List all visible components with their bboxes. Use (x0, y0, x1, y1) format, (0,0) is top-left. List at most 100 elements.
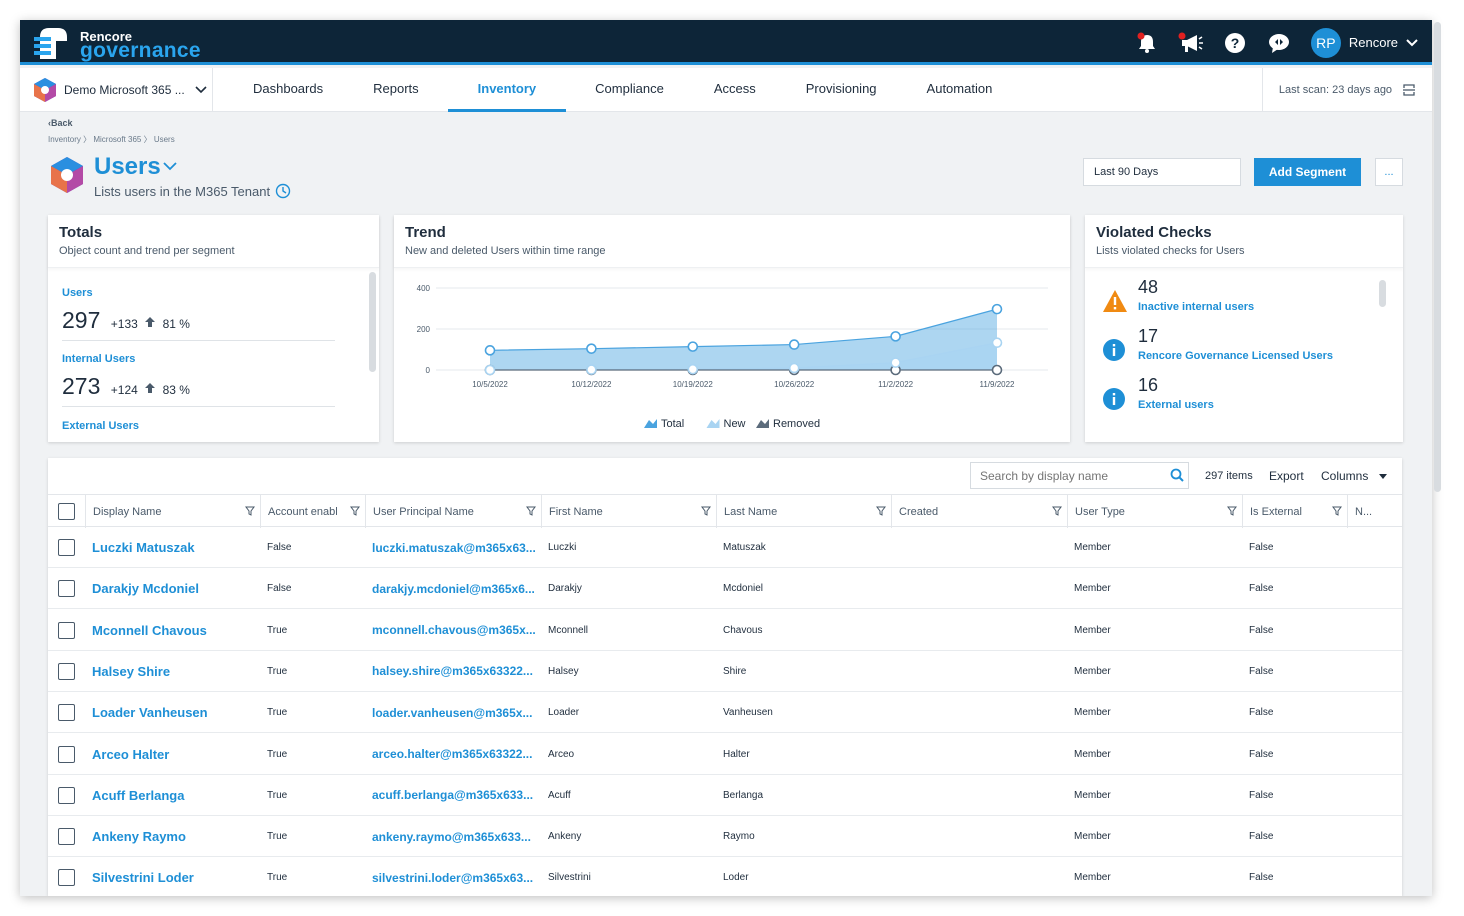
cell-is-external: False (1249, 583, 1274, 595)
column-header-display-name[interactable]: Display Name (85, 495, 260, 528)
time-range-select[interactable]: Last 90 Days (1083, 158, 1241, 186)
table-row[interactable]: Arceo Halter True arceo.halter@m365x63322.… (48, 734, 1402, 775)
filter-icon[interactable] (350, 506, 360, 516)
table-row[interactable]: Halsey Shire True halsey.shire@m365x63322.… (48, 651, 1402, 692)
row-checkbox[interactable] (58, 539, 75, 556)
cell-user-principal-name[interactable]: ankeny.raymo@m365x633... (372, 829, 531, 844)
cell-user-principal-name[interactable]: luczki.matuszak@m365x63... (372, 540, 536, 555)
cell-display-name[interactable]: Loader Vanheusen (92, 705, 208, 721)
rescan-icon[interactable] (1402, 83, 1416, 97)
point-total (586, 343, 597, 354)
cell-display-name[interactable]: Luczki Matuszak (92, 540, 195, 555)
columns-caret-down-icon[interactable] (1378, 474, 1388, 480)
select-all-checkbox[interactable] (58, 503, 75, 520)
table-row[interactable]: Darakjy Mcdoniel False darakjy.mcdoniel@m3… (48, 568, 1402, 610)
row-checkbox[interactable] (58, 580, 75, 598)
row-checkbox[interactable] (58, 786, 75, 804)
totals-scrollbar[interactable] (369, 272, 376, 372)
cell-display-name[interactable]: Arceo Halter (92, 746, 170, 762)
totals-users-label[interactable]: Users (62, 287, 93, 299)
tab-reports[interactable]: Reports (373, 81, 419, 96)
column-header-created[interactable]: Created (891, 495, 1067, 528)
user-menu-chevron-down-icon[interactable] (1406, 38, 1418, 47)
cell-display-name[interactable]: Acuff Berlanga (92, 787, 185, 803)
filter-icon[interactable] (701, 506, 711, 516)
cell-display-name[interactable]: Mconnell Chavous (92, 622, 207, 638)
tenant-selector[interactable]: Demo Microsoft 365 ... (20, 68, 213, 112)
column-header-user-principal-name[interactable]: User Principal Name (365, 495, 541, 528)
filter-icon[interactable] (526, 506, 536, 516)
violated-scrollbar[interactable] (1379, 280, 1386, 307)
history-clock-icon[interactable] (275, 183, 291, 199)
totals-external-users-label[interactable]: External Users (62, 420, 140, 432)
cell-user-principal-name[interactable]: silvestrini.loder@m365x63... (372, 870, 534, 885)
violated-check-label[interactable]: Inactive internal users (1138, 301, 1255, 313)
tab-dashboards[interactable]: Dashboards (253, 81, 324, 96)
cell-user-principal-name[interactable]: halsey.shire@m365x63322... (372, 664, 533, 679)
filter-icon[interactable] (245, 506, 255, 516)
add-segment-button[interactable]: Add Segment (1254, 158, 1361, 186)
violated-check-label[interactable]: External users (1138, 399, 1214, 411)
column-header-first-name[interactable]: First Name (541, 495, 716, 528)
tab-automation[interactable]: Automation (926, 81, 993, 96)
page-scrollbar[interactable] (1434, 22, 1441, 492)
trend-up-arrow-icon (145, 383, 156, 393)
cell-last-name: Chavous (723, 624, 763, 636)
page-title[interactable]: Users (94, 153, 161, 180)
row-checkbox[interactable] (58, 745, 75, 763)
search-icon[interactable] (1170, 468, 1184, 482)
filter-icon[interactable] (1227, 506, 1237, 516)
cell-user-principal-name[interactable]: darakjy.mcdoniel@m365x6... (372, 581, 535, 596)
export-button[interactable]: Export (1269, 469, 1304, 483)
cell-user-principal-name[interactable]: acuff.berlanga@m365x633... (372, 788, 534, 803)
more-options-button[interactable]: ... (1375, 158, 1403, 186)
cell-display-name[interactable]: Halsey Shire (92, 663, 171, 679)
filter-icon[interactable] (876, 506, 886, 516)
title-chevron-down-icon[interactable] (162, 161, 178, 171)
totals-internal-users-label[interactable]: Internal Users (62, 353, 136, 365)
column-header-last-name[interactable]: Last Name (716, 495, 891, 528)
table-row[interactable]: Ankeny Raymo True ankeny.raymo@m365x633...… (48, 816, 1402, 858)
cell-user-principal-name[interactable]: loader.vanheusen@m365x... (372, 705, 533, 720)
help-icon[interactable]: ? (1221, 29, 1249, 57)
row-checkbox[interactable] (58, 704, 75, 722)
filter-icon[interactable] (1052, 506, 1062, 516)
row-checkbox[interactable] (58, 828, 75, 846)
search-input[interactable] (970, 462, 1189, 489)
area-new (490, 342, 997, 370)
row-checkbox[interactable] (58, 869, 75, 887)
user-avatar[interactable]: RP (1310, 27, 1341, 58)
tab-compliance[interactable]: Compliance (595, 81, 664, 96)
tab-access[interactable]: Access (713, 81, 756, 96)
cell-user-principal-name[interactable]: mconnell.chavous@m365x... (372, 623, 536, 638)
tab-provisioning[interactable]: Provisioning (805, 81, 877, 96)
column-header-is-external[interactable]: Is External (1242, 495, 1347, 528)
filter-icon[interactable] (1332, 506, 1342, 516)
table-row[interactable]: Silvestrini Loder True silvestrini.loder@m… (48, 857, 1402, 896)
column-header-user-type[interactable]: User Type (1067, 495, 1242, 528)
cell-is-external: False (1249, 748, 1274, 760)
cell-display-name[interactable]: Darakjy Mcdoniel (92, 581, 199, 597)
column-header-more-columns[interactable]: N... (1347, 495, 1402, 528)
last-scan[interactable]: Last scan: 23 days ago (1262, 68, 1432, 112)
row-checkbox[interactable] (58, 662, 75, 680)
table-row[interactable]: Loader Vanheusen True loader.vanheusen@m36… (48, 692, 1402, 734)
user-name[interactable]: Rencore (1348, 35, 1398, 50)
announcement-megaphone-icon[interactable] (1177, 29, 1205, 57)
back-link[interactable]: ‹Back (48, 118, 73, 128)
feedback-icon[interactable] (1265, 29, 1293, 57)
violated-check-label[interactable]: Rencore Governance Licensed Users (1138, 350, 1334, 362)
notification-bell-icon[interactable] (1133, 29, 1161, 57)
table-row[interactable]: Acuff Berlanga True acuff.berlanga@m365x63… (48, 775, 1402, 816)
breadcrumb[interactable]: Inventory 〉 Microsoft 365 〉 Users (48, 135, 175, 144)
row-checkbox[interactable] (58, 621, 75, 639)
tab-inventory[interactable]: Inventory (447, 68, 567, 112)
columns-button[interactable]: Columns (1321, 469, 1369, 483)
cell-user-principal-name[interactable]: arceo.halter@m365x63322... (372, 747, 533, 761)
cell-display-name[interactable]: Silvestrini Loder (92, 870, 194, 886)
column-header-account-enabled[interactable]: Account enabl (260, 495, 365, 528)
table-row[interactable]: Luczki Matuszak False luczki.matuszak@m365… (48, 527, 1402, 568)
table-row[interactable]: Mconnell Chavous True mconnell.chavous@m36… (48, 610, 1402, 651)
cell-display-name[interactable]: Ankeny Raymo (92, 829, 186, 845)
app-logo[interactable]: Rencore governance (34, 24, 204, 62)
